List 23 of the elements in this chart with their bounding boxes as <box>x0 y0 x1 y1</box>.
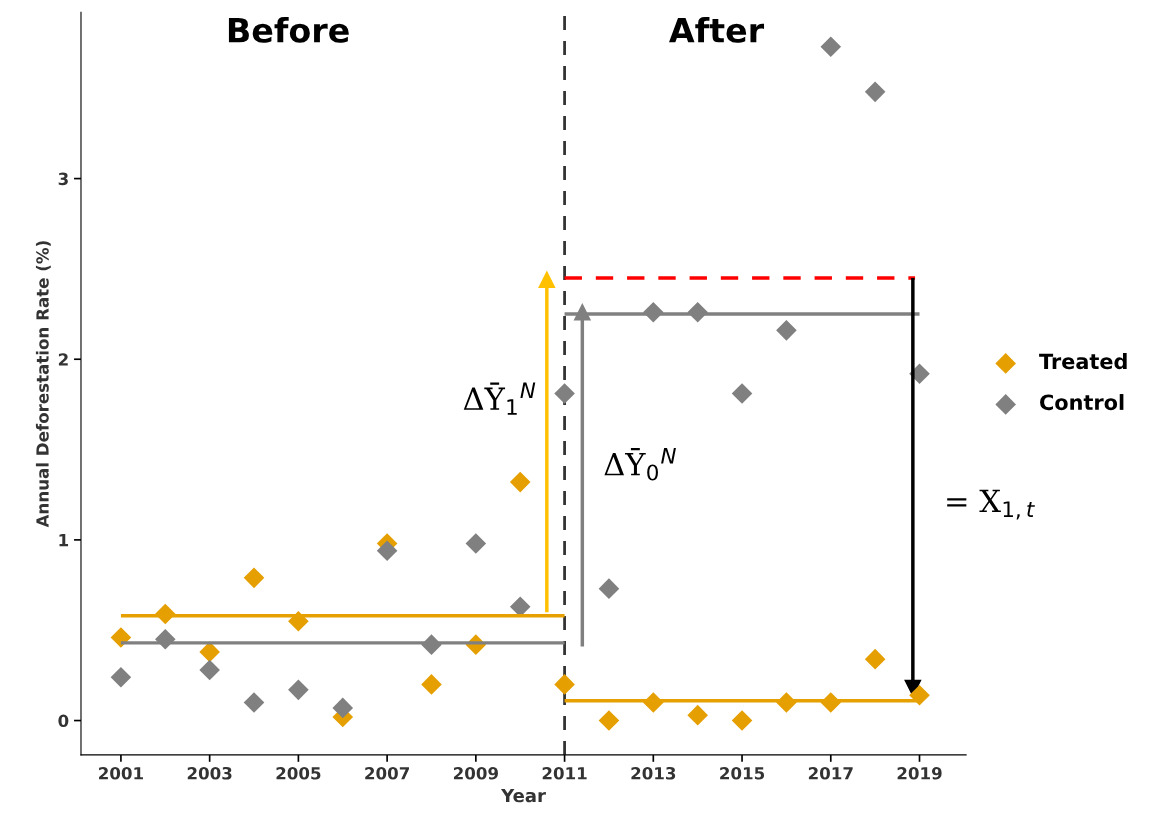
x-tick-label: 2001 <box>99 766 143 780</box>
x-tick-label: 2003 <box>187 766 232 780</box>
annotation: = X$_{1,t}$ <box>947 489 1035 520</box>
annotation: ΔȲ$_{0}$$^{N}$ <box>604 447 676 481</box>
x-tick-label: 2013 <box>631 766 676 780</box>
x-tick-label: 2015 <box>720 766 765 780</box>
x-tick-label: 2005 <box>276 766 321 780</box>
x-tick-label: 2011 <box>542 766 587 780</box>
y-tick-label: 3 <box>58 172 68 186</box>
annotation: Before <box>228 17 349 43</box>
x-axis-title: Year <box>500 788 546 803</box>
annotation: ΔȲ$_{1}$$^{N}$ <box>463 382 536 415</box>
x-tick-label: 2009 <box>453 766 498 780</box>
legend-label: Control <box>1040 394 1124 411</box>
annotation: After <box>669 17 765 43</box>
x-tick-label: 2007 <box>365 766 409 780</box>
y-tick-label: 2 <box>58 353 68 366</box>
x-tick-label: 2019 <box>897 766 942 780</box>
y-tick-label: 1 <box>59 534 69 547</box>
y-tick-label: 0 <box>58 714 69 728</box>
legend-label: Treated <box>1039 353 1127 370</box>
y-axis-title: Annual Deforestation Rate (%) <box>35 241 51 528</box>
x-tick-label: 2017 <box>808 766 853 780</box>
